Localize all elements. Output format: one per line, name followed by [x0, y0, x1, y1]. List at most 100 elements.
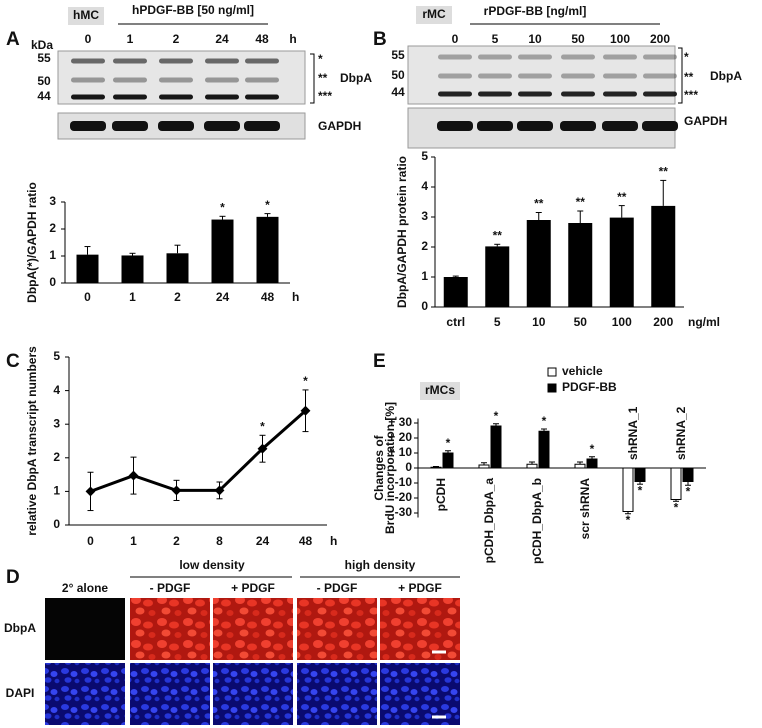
mw-label: 44: [391, 85, 405, 99]
band: [159, 58, 193, 64]
x-tick-label: 2: [174, 290, 181, 304]
band: [204, 121, 240, 131]
band: [438, 54, 472, 60]
band: [205, 58, 239, 64]
band-mark: *: [684, 50, 689, 64]
band: [71, 58, 105, 64]
y-tick-label: 3: [421, 209, 428, 223]
band: [245, 58, 279, 64]
panel-label: C: [6, 351, 20, 372]
group-label: low density: [179, 558, 245, 572]
bar: [76, 254, 99, 283]
significance: *: [638, 483, 643, 497]
x-tick-label: 0: [87, 534, 94, 548]
bar: [609, 217, 634, 307]
significance: *: [220, 200, 225, 214]
bar: [538, 430, 550, 469]
significance: *: [303, 374, 308, 388]
lane-label: 48: [255, 32, 269, 46]
band: [159, 77, 193, 83]
band: [71, 77, 105, 83]
y-axis-label: DbpA(*)/GAPDH ratio: [25, 182, 39, 303]
band: [518, 91, 552, 97]
bar: [526, 220, 551, 307]
x-tick-label: 24: [216, 290, 230, 304]
y-tick-label: 2: [53, 450, 60, 464]
x-tick-label: 8: [216, 534, 223, 548]
band: [478, 91, 512, 97]
bar: [485, 246, 510, 307]
x-tick-label: 1: [130, 534, 137, 548]
panel-label: A: [6, 29, 20, 50]
band: [245, 77, 279, 83]
y-tick-label: 5: [53, 349, 60, 363]
control-box: [68, 7, 104, 25]
panel-label: B: [373, 29, 387, 50]
band: [438, 91, 472, 97]
y-axis-label: DbpA/GAPDH protein ratio: [395, 156, 409, 308]
x-tick-label: shRNA_1: [626, 406, 640, 460]
bar: [166, 253, 189, 283]
x-tick-label: 5: [494, 315, 501, 329]
column-label: + PDGF: [231, 581, 275, 595]
title-box: [420, 382, 460, 400]
bar: [574, 463, 586, 469]
mw-label: 44: [37, 89, 51, 103]
x-tick-label: pCDH_DbpA_b: [530, 478, 544, 564]
y-axis-label: relative DbpA transcript numbers: [25, 346, 39, 536]
lane-label: 5: [492, 32, 499, 46]
point: [171, 485, 182, 496]
x-tick-label: 48: [299, 534, 313, 548]
band: [437, 121, 473, 131]
y-tick-label: 0: [421, 299, 428, 313]
micrograph: [297, 598, 377, 660]
band: [71, 94, 105, 100]
band: [603, 54, 637, 60]
x-tick-label: 100: [612, 315, 632, 329]
lane-unit: h: [289, 32, 296, 46]
y-tick-label: 2: [421, 239, 428, 253]
y-tick-label: 1: [53, 484, 60, 498]
column-label: - PDGF: [150, 581, 191, 595]
y-tick-label: + 30: [388, 415, 412, 429]
micrograph: [380, 598, 460, 660]
band-mark: *: [318, 52, 323, 66]
band: [561, 54, 595, 60]
significance: *: [542, 414, 547, 428]
bar: [211, 219, 234, 283]
y-tick-label: 5: [421, 149, 428, 163]
significance: *: [265, 198, 270, 212]
point: [214, 485, 225, 496]
band: [245, 94, 279, 100]
panel-label: D: [6, 567, 20, 588]
x-tick-label: pCDH: [434, 478, 448, 511]
y-tick-label: 3: [53, 416, 60, 430]
protein-label: DbpA: [340, 71, 372, 85]
y-tick-label: + 10: [388, 445, 412, 459]
control-label: rMC: [422, 7, 446, 21]
band: [244, 121, 280, 131]
y-tick-label: -30: [395, 505, 413, 519]
point: [85, 486, 96, 497]
bar: [586, 458, 598, 469]
band-mark: ***: [684, 88, 698, 102]
y-axis-label: BrdU incorporation [%]: [383, 402, 397, 534]
band: [438, 73, 472, 79]
y-tick-label: -10: [395, 475, 413, 489]
x-tick-label: scr shRNA: [578, 478, 592, 540]
bar: [526, 463, 538, 469]
x-tick-label: ctrl: [446, 315, 465, 329]
y-tick-label: 1: [421, 269, 428, 283]
band: [159, 94, 193, 100]
lane-label: 2: [173, 32, 180, 46]
mw-label: 50: [391, 68, 405, 82]
lane-label: 0: [85, 32, 92, 46]
x-tick-label: 1: [129, 290, 136, 304]
lane-label: 24: [215, 32, 229, 46]
row-label: DbpA: [4, 621, 36, 635]
line: [89, 409, 307, 493]
point: [300, 405, 311, 416]
x-tick-label: 0: [84, 290, 91, 304]
bar: [478, 464, 490, 469]
